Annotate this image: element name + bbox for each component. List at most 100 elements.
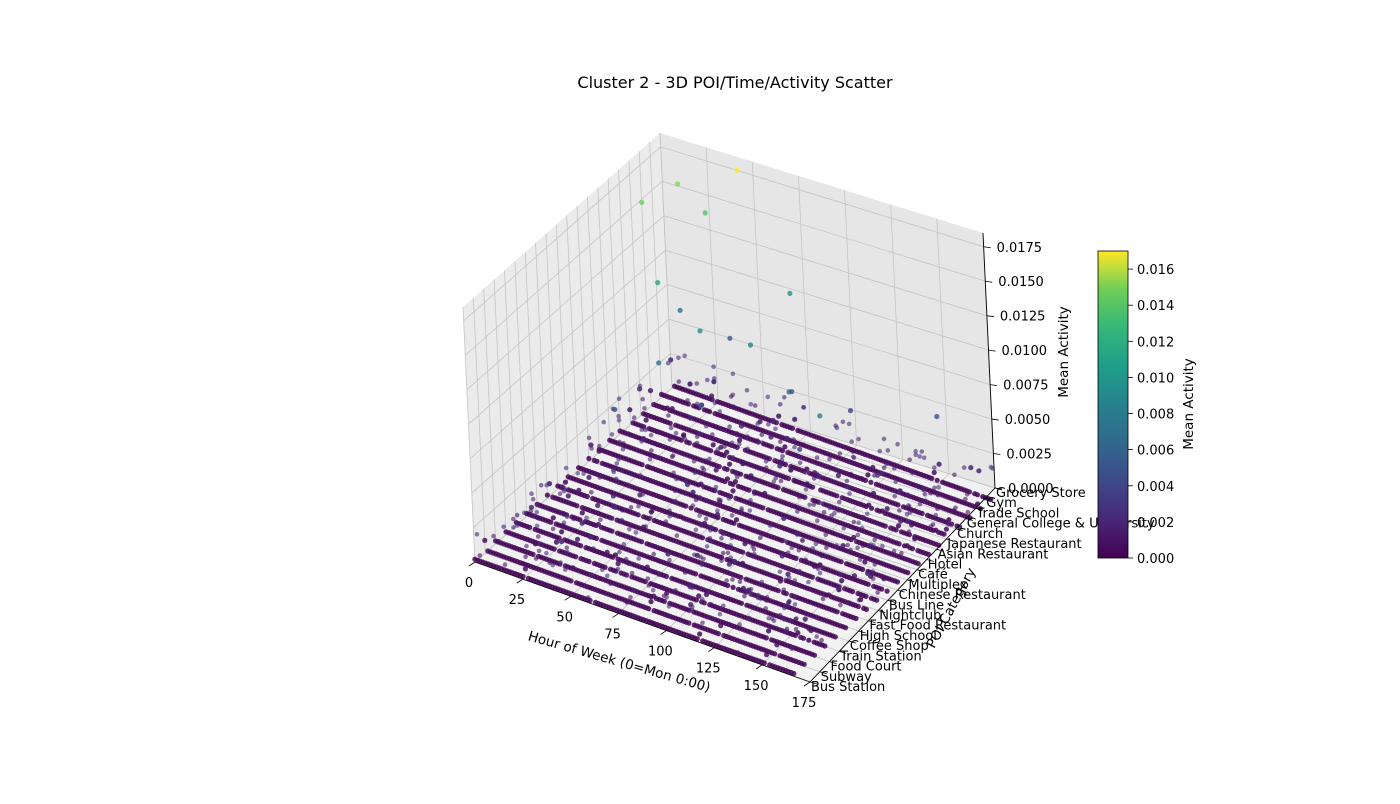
scatter-point-highlight: [639, 199, 645, 205]
scatter-point: [759, 432, 765, 438]
scatter-point: [919, 449, 925, 454]
scatter-point: [631, 588, 637, 593]
scatter-point: [627, 527, 632, 532]
scatter-point: [548, 519, 554, 525]
scatter-point: [770, 417, 776, 423]
scatter-point: [843, 625, 849, 631]
scatter-point: [604, 549, 610, 555]
scatter-point: [664, 595, 669, 600]
scatter-point: [626, 560, 632, 566]
scatter-point: [865, 472, 871, 478]
scatter-point: [792, 594, 797, 600]
scatter-point: [782, 605, 787, 611]
scatter-point-highlight: [677, 307, 683, 313]
scatter-point: [906, 529, 912, 534]
scatter-point: [838, 602, 843, 608]
scatter-point: [795, 509, 800, 514]
scatter-point: [697, 513, 702, 518]
scatter-point: [853, 615, 859, 622]
scatter-point: [794, 531, 801, 537]
scatter-point: [553, 539, 560, 545]
scatter-point: [801, 661, 807, 667]
z-gridline: [473, 353, 994, 528]
scatter-point: [976, 468, 982, 474]
scatter-point: [648, 515, 653, 521]
scatter-point: [988, 464, 994, 470]
scatter-point-highlight: [702, 210, 708, 216]
scatter-point: [707, 456, 712, 462]
y-tick-mark: [868, 620, 876, 624]
scatter-point: [943, 526, 950, 532]
scatter-point: [785, 475, 792, 482]
scatter-point: [821, 509, 827, 515]
x-tick-label: 0: [465, 576, 473, 591]
scatter-point: [905, 570, 911, 576]
scatter-point: [673, 430, 679, 436]
y-tick-mark: [809, 681, 818, 685]
scatter-point: [895, 441, 900, 447]
scatter-point: [851, 455, 857, 461]
scatter-point: [763, 465, 769, 470]
scatter-point: [673, 498, 678, 504]
scatter-point: [867, 467, 872, 472]
scatter-point: [718, 497, 723, 503]
scatter-point: [668, 357, 674, 363]
scatter-point: [855, 532, 861, 538]
scatter-point: [720, 530, 726, 536]
scatter-point: [527, 524, 533, 531]
scatter-point: [783, 628, 789, 634]
scatter-point: [748, 497, 753, 503]
scatter-point: [610, 467, 616, 473]
scatter-point: [645, 576, 651, 581]
scatter-point: [912, 536, 918, 542]
scatter-point: [511, 525, 516, 530]
scatter-point: [724, 466, 730, 472]
scatter-point: [897, 508, 902, 513]
scatter-point: [628, 505, 634, 510]
scatter-point: [909, 522, 915, 528]
scatter-point: [819, 553, 825, 559]
scatter-point: [651, 551, 656, 557]
scatter-point: [779, 448, 786, 454]
scatter-point: [617, 549, 622, 555]
scatter-point: [785, 602, 791, 608]
scatter-point: [669, 406, 675, 412]
scatter-point-highlight: [697, 328, 703, 334]
scatter-point: [951, 508, 957, 514]
scatter-point: [858, 566, 864, 572]
colorbar-label: Mean Activity: [1181, 358, 1197, 450]
scatter-point: [866, 543, 872, 549]
scatter-point: [859, 475, 864, 481]
scatter-point: [536, 502, 541, 507]
scatter-point: [803, 470, 808, 475]
scatter-point: [834, 609, 840, 615]
scatter-point: [550, 515, 556, 521]
scatter-point: [774, 642, 780, 648]
scatter-point: [834, 543, 839, 548]
scatter-point: [538, 541, 543, 546]
scatter-point: [881, 576, 887, 582]
scatter-point: [748, 586, 754, 592]
x-tick-mark: [612, 613, 619, 618]
scatter-point: [928, 490, 933, 496]
scatter-point: [586, 455, 592, 462]
scatter-point: [817, 474, 823, 480]
scatter-point: [676, 355, 681, 361]
scatter-point: [917, 484, 922, 490]
y-tick-mark: [897, 589, 905, 593]
scatter-point: [719, 558, 724, 563]
scatter-point: [626, 483, 631, 489]
scatter-point: [578, 543, 584, 549]
scatter-point: [789, 646, 795, 652]
scatter-point: [711, 364, 716, 370]
y-tick-label: High School: [860, 629, 937, 644]
scatter-point: [964, 492, 970, 497]
scatter-point: [550, 562, 555, 568]
scatter-point: [713, 467, 719, 473]
scatter-point: [725, 582, 731, 589]
scatter-point: [935, 506, 940, 512]
scatter-point: [946, 517, 952, 523]
scatter-point: [647, 388, 654, 394]
colorbar-tick-label: 0.010: [1137, 371, 1174, 386]
scatter-point: [589, 490, 594, 495]
